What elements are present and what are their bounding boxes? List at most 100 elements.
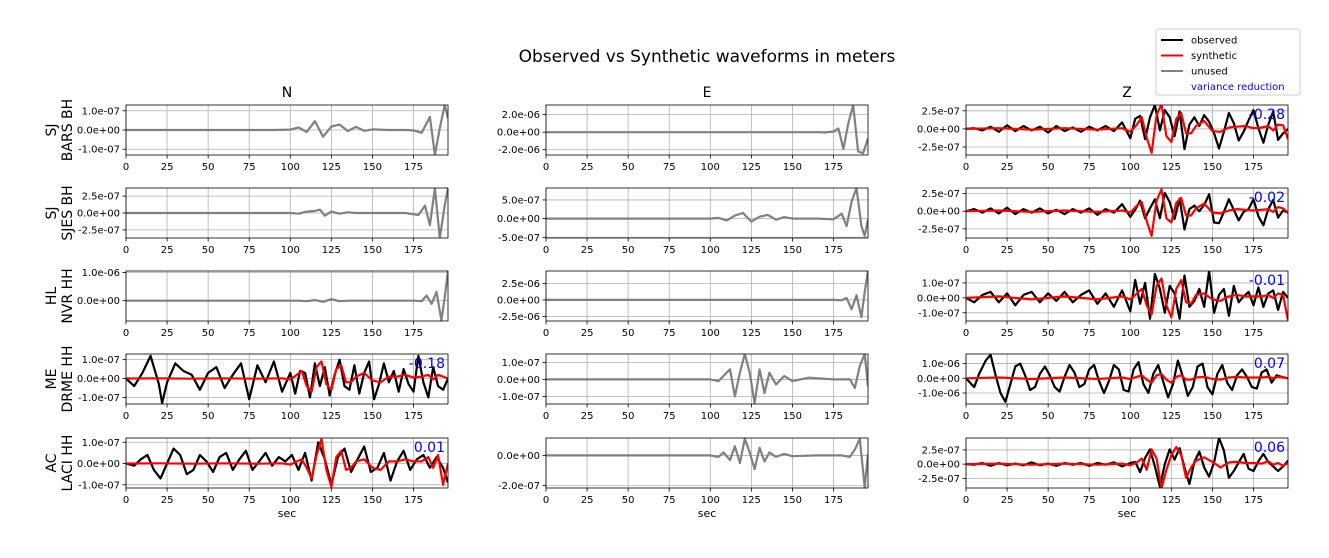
x-tick-label: 175 — [404, 162, 423, 173]
x-tick-label: 125 — [742, 245, 761, 256]
x-tick-label: 150 — [363, 245, 382, 256]
x-tick-label: 100 — [281, 328, 300, 339]
panel-r0-c1: 0 25 50 75 100 125 150 175 2.0e-06 0.0e+00 -2.0e-0… — [497, 104, 869, 173]
x-tick-label: 25 — [1001, 495, 1014, 506]
x-tick-label: 150 — [783, 245, 802, 256]
x-tick-label: 75 — [1083, 162, 1096, 173]
y-tick-label: -5.0e-07 — [498, 233, 540, 244]
x-tick-label: 25 — [1001, 162, 1014, 173]
x-tick-label: 175 — [824, 162, 843, 173]
x-tick-label: 75 — [663, 328, 676, 339]
x-tick-label: 100 — [1121, 495, 1140, 506]
variance-reduction-label: 0.01 — [414, 440, 445, 456]
x-tick-label: 100 — [1121, 162, 1140, 173]
y-tick-label: 0.0e+00 — [917, 374, 960, 385]
y-tick-label: 0.0e+00 — [77, 126, 120, 137]
unused-trace — [546, 105, 868, 155]
x-tick-label: 0 — [123, 495, 129, 506]
x-tick-label: 0 — [543, 162, 549, 173]
figure-title: Observed vs Synthetic waveforms in meter… — [519, 47, 896, 67]
x-tick-label: 150 — [363, 411, 382, 422]
variance-reduction-label: 0.06 — [1254, 440, 1285, 456]
y-tick-label: 0.0e+00 — [497, 295, 540, 306]
x-tick-label: 0 — [963, 495, 969, 506]
x-tick-label: 75 — [663, 245, 676, 256]
x-tick-label: 125 — [1162, 328, 1181, 339]
y-tick-label: -2.5e-07 — [918, 474, 960, 485]
axes-frame — [545, 104, 869, 156]
x-tick-label: 150 — [363, 162, 382, 173]
axes-frame — [965, 353, 1289, 405]
x-tick-label: 25 — [581, 328, 594, 339]
unused-trace — [126, 271, 448, 321]
x-tick-label: 0 — [963, 328, 969, 339]
panel-r1-c1: 0 25 50 75 100 125 150 175 5.0e-07 0.0e+00 -5.0e-0… — [497, 187, 869, 256]
x-tick-label: 150 — [1203, 411, 1222, 422]
panel-r2-c2: 0 25 50 75 100 125 150 175 1.0e-07 0.0e+00 -1.0e-0… — [917, 270, 1289, 339]
y-tick-label: 1.0e-06 — [82, 268, 120, 279]
x-tick-label: 25 — [161, 328, 174, 339]
x-tick-label: 50 — [1042, 328, 1055, 339]
station-label: SJBARS BH — [44, 99, 76, 161]
x-tick-label: 175 — [1244, 162, 1263, 173]
y-tick-label: -1.0e-06 — [918, 388, 960, 399]
x-tick-label: 175 — [1244, 328, 1263, 339]
x-tick-label: 125 — [322, 495, 341, 506]
y-tick-label: 2.0e-06 — [502, 110, 540, 121]
axes-frame — [545, 437, 869, 489]
x-tick-label: 150 — [1203, 162, 1222, 173]
x-tick-label: 175 — [824, 495, 843, 506]
station-label: HLNVR HH — [44, 268, 76, 323]
y-tick-label: 0.0e+00 — [917, 207, 960, 218]
x-tick-label: 50 — [1042, 495, 1055, 506]
station-label: SJSJES BH — [44, 185, 76, 240]
x-tick-label: 100 — [1121, 328, 1140, 339]
x-tick-label: 150 — [1203, 245, 1222, 256]
variance-reduction-label: -0.01 — [1249, 273, 1285, 289]
synthetic-trace — [966, 105, 1288, 154]
x-tick-label: 100 — [281, 245, 300, 256]
x-tick-label: 0 — [963, 245, 969, 256]
x-tick-label: 125 — [742, 162, 761, 173]
x-tick-label: 75 — [663, 162, 676, 173]
x-tick-label: 75 — [1083, 495, 1096, 506]
y-tick-label: -1.0e-07 — [498, 392, 540, 403]
x-tick-label: 125 — [742, 495, 761, 506]
x-tick-label: 175 — [824, 245, 843, 256]
x-tick-label: 75 — [243, 328, 256, 339]
y-tick-label: 1.0e-07 — [82, 355, 120, 366]
x-tick-label: 50 — [202, 495, 215, 506]
column-title-z: Z — [1122, 85, 1132, 101]
y-tick-label: 0.0e+00 — [917, 124, 960, 135]
x-tick-label: 100 — [281, 495, 300, 506]
y-tick-label: 0.0e+00 — [917, 460, 960, 471]
y-tick-label: 1.0e-07 — [922, 278, 960, 289]
observed-trace — [126, 354, 448, 404]
y-tick-label: 1.0e-07 — [82, 438, 120, 449]
y-tick-label: -2.0e-06 — [498, 145, 540, 156]
x-tick-label: 75 — [243, 245, 256, 256]
x-tick-label: 50 — [202, 411, 215, 422]
x-tick-label: 50 — [1042, 245, 1055, 256]
x-tick-label: 100 — [701, 245, 720, 256]
x-tick-label: 0 — [123, 162, 129, 173]
x-tick-label: 25 — [581, 411, 594, 422]
y-tick-label: -2.5e-07 — [78, 225, 120, 236]
x-tick-label: 125 — [322, 245, 341, 256]
station-label: ACLACI HH — [44, 435, 76, 492]
x-tick-label: 25 — [581, 495, 594, 506]
observed-trace — [966, 191, 1288, 231]
y-tick-label: 0.0e+00 — [497, 214, 540, 225]
x-tick-label: 150 — [783, 495, 802, 506]
y-tick-label: 2.5e-07 — [922, 189, 960, 200]
x-tick-label: 25 — [581, 162, 594, 173]
x-tick-label: 0 — [123, 245, 129, 256]
y-tick-label: 0.0e+00 — [77, 459, 120, 470]
y-tick-label: -1.0e-07 — [78, 480, 120, 491]
y-tick-label: 5.0e-07 — [502, 195, 540, 206]
unused-trace — [546, 438, 868, 488]
x-tick-label: 0 — [543, 411, 549, 422]
x-tick-label: 75 — [243, 411, 256, 422]
